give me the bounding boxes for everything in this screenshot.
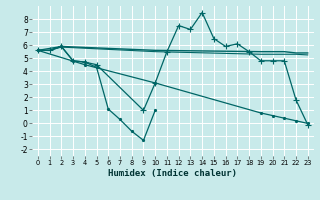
X-axis label: Humidex (Indice chaleur): Humidex (Indice chaleur) (108, 169, 237, 178)
